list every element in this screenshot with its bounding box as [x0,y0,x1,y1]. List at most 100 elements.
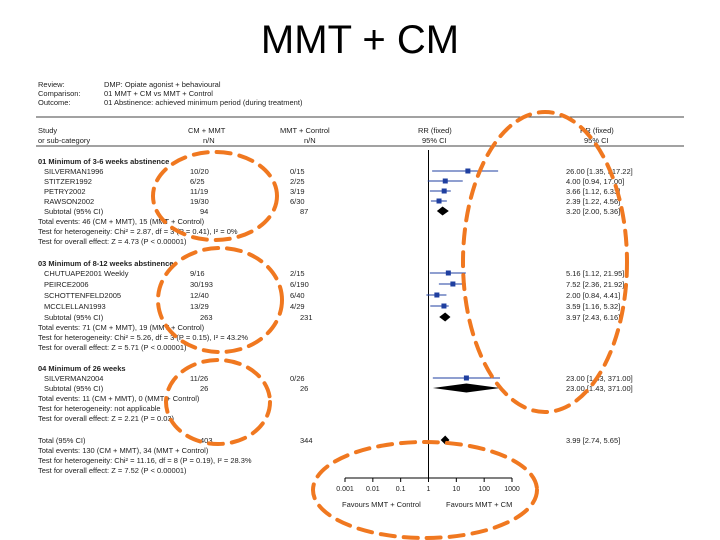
cm-subtotal: 26 [200,384,209,393]
emphasis-ellipse [151,150,279,242]
cm-events: 30/193 [190,280,213,289]
point-estimate [450,281,456,287]
rr-ci-subtotal: 3.20 [2.00, 5.36] [566,207,621,216]
subtotal-label: Subtotal (95% CI) [44,207,104,216]
x-tick-label: 1 [427,486,431,493]
col-cm-header: CM + MMT [188,126,226,135]
control-events: 6/190 [290,280,309,289]
outcome-value: 01 Abstinence: achieved minimum period (… [104,98,303,107]
cm-events: 11/26 [190,374,209,383]
rr-ci-value: 5.16 [1.12, 21.95] [566,269,625,278]
point-estimate [434,292,440,298]
col-rr-plot-header: RR (fixed) [418,126,452,135]
slide-title: MMT + CM [260,18,460,62]
total-label: Total (95% CI) [38,436,86,445]
rr-ci-value: 2.00 [0.84, 4.41] [566,291,621,300]
rr-ci-value: 7.52 [2.36, 21.92] [566,280,625,289]
group-1-title: 01 Minimum of 3-6 weeks abstinence [38,157,170,166]
control-subtotal: 87 [300,207,309,216]
col-rr-value-header-2: 95% CI [584,136,609,145]
study-name: CHUTUAPE2001 Weekly [44,269,129,278]
x-tick-label: 100 [478,486,490,493]
overall-effect-line: Test for overall effect: Z = 5.71 (P < 0… [38,343,187,352]
emphasis-ellipse [164,358,272,446]
control-events: 2/25 [290,177,305,186]
axis-label-right: Favours MMT + CM [446,500,513,509]
control-events: 0/26 [290,374,305,383]
heterogeneity-line: Test for heterogeneity: Chi² = 11.16, df… [38,456,252,465]
group-2-title: 03 Minimum of 8-12 weeks abstinence [38,259,174,268]
total-events-line: Total events: 71 (CM + MMT), 19 (MMT + C… [38,323,205,332]
rr-ci-value: 4.00 [0.94, 17.00] [566,177,625,186]
cm-events: 19/30 [190,197,209,206]
col-rr-plot-header-2: 95% CI [422,136,447,145]
subtotal-label: Subtotal (95% CI) [44,313,104,322]
control-subtotal: 231 [300,313,313,322]
point-estimate [442,178,448,184]
group-3-title: 04 Minimum of 26 weeks [38,364,126,373]
cm-events: 9/16 [190,269,205,278]
total-events-line: Total events: 11 (CM + MMT), 0 (MMT + Co… [38,394,200,403]
point-estimate [465,168,471,174]
control-total: 344 [300,436,313,445]
emphasis-ellipse [311,440,539,540]
subtotal-label: Subtotal (95% CI) [44,384,104,393]
emphasis-ellipse [156,246,284,354]
rr-ci-value: 3.66 [1.12, 6.33] [566,187,621,196]
rr-ci-subtotal: 3.97 [2.43, 6.16] [566,313,621,322]
control-events: 4/29 [290,302,305,311]
col-control-header: MMT + Control [280,126,330,135]
point-estimate [441,188,447,194]
study-name: MCCLELLAN1993 [44,302,106,311]
rr-ci-value: 23.00 [1.43, 371.00] [566,374,633,383]
overall-effect-line: Test for overall effect: Z = 2.21 (P = 0… [38,414,175,423]
study-name: SILVERMAN2004 [44,374,104,383]
review-label: Review: [38,80,65,89]
x-tick-label: 1000 [504,486,520,493]
col-cm-header-2: n/N [203,136,215,145]
cm-events: 13/29 [190,302,209,311]
cm-events: 11/19 [190,187,209,196]
overall-effect-line: Test for overall effect: Z = 4.73 (P < 0… [38,237,187,246]
comparison-value: 01 MMT + CM vs MMT + Control [104,89,213,98]
x-tick-label: 10 [452,486,460,493]
control-subtotal: 26 [300,384,309,393]
study-name: SILVERMAN1996 [44,167,104,176]
study-name: RAWSON2002 [44,197,95,206]
study-name: PEIRCE2006 [44,280,89,289]
col-rr-value-header: RR (fixed) [580,126,614,135]
overall-effect-line: Test for overall effect: Z = 7.52 (P < 0… [38,466,187,475]
rr-ci-total: 3.99 [2.74, 5.65] [566,436,621,445]
x-tick-label: 0.01 [366,486,380,493]
cm-subtotal: 94 [200,207,209,216]
control-events: 6/30 [290,197,305,206]
study-name: STITZER1992 [44,177,92,186]
total-events-line: Total events: 46 (CM + MMT), 15 (MMT + C… [38,217,205,226]
heterogeneity-line: Test for heterogeneity: Chi² = 2.87, df … [38,227,238,236]
point-estimate [436,198,442,204]
heterogeneity-line: Test for heterogeneity: Chi² = 5.26, df … [38,333,248,342]
pooled-diamond [439,312,451,322]
control-events: 2/15 [290,269,305,278]
study-name: PETRY2002 [44,187,86,196]
col-study-header-2: or sub-category [38,136,91,145]
rr-ci-subtotal: 23.00 [1.43, 371.00] [566,384,633,393]
control-events: 0/15 [290,167,305,176]
rr-ci-value: 3.59 [1.16, 5.32] [566,302,621,311]
x-tick-label: 0.1 [396,486,406,493]
point-estimate [441,303,447,309]
cm-events: 6/25 [190,177,205,186]
axis-label-left: Favours MMT + Control [342,500,421,509]
review-value: DMP: Opiate agonist + behavioural [104,80,221,89]
total-events-line: Total events: 130 (CM + MMT), 34 (MMT + … [38,446,209,455]
control-events: 6/40 [290,291,305,300]
cm-events: 10/20 [190,167,209,176]
outcome-label: Outcome: [38,98,71,107]
rr-ci-value: 2.39 [1.22, 4.56] [566,197,621,206]
cm-total: 403 [200,436,213,445]
control-events: 3/19 [290,187,305,196]
cm-events: 12/40 [190,291,209,300]
pooled-diamond [432,383,501,393]
rr-ci-value: 26.00 [1.35, 317.22] [566,167,633,176]
